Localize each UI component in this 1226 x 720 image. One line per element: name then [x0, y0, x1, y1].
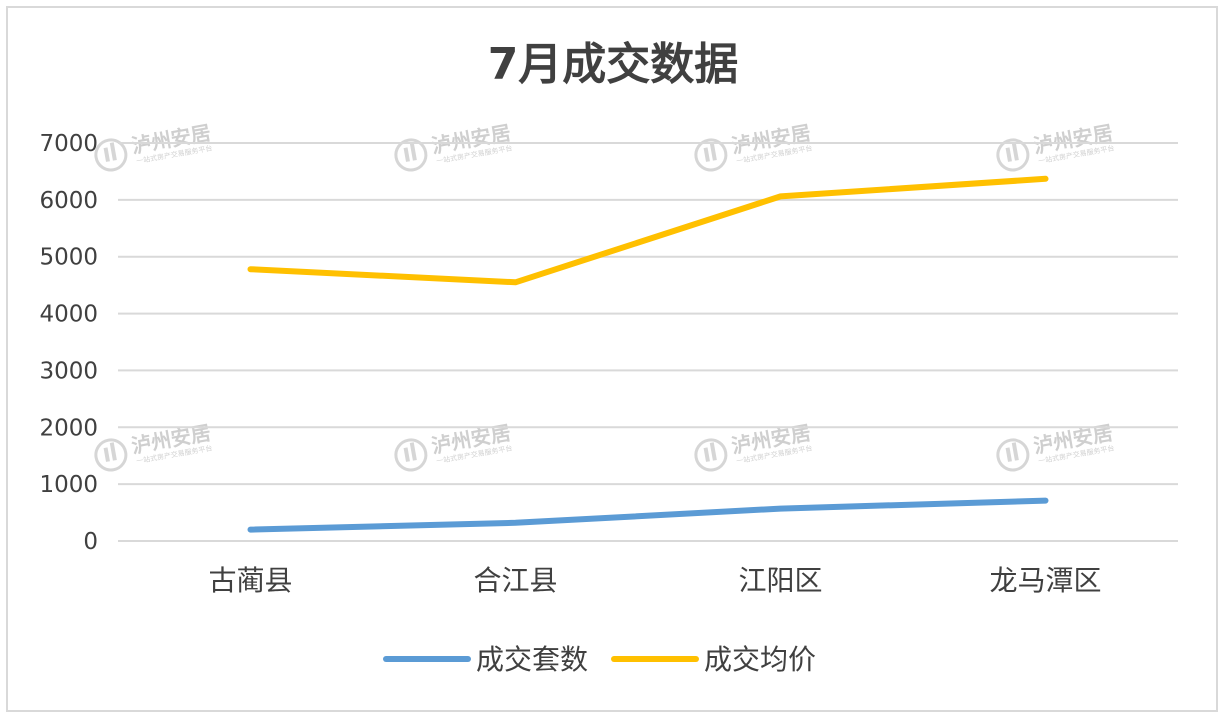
watermark-bar-icon — [403, 447, 410, 462]
watermark-bar-icon — [409, 442, 417, 461]
watermark-house-icon — [394, 138, 428, 172]
series-line — [247, 175, 1049, 286]
watermark-bar-icon — [703, 447, 710, 462]
y-tick-label: 6000 — [39, 188, 98, 214]
watermark-house-icon — [394, 438, 428, 472]
watermark-bar-icon — [1005, 147, 1012, 162]
data-point — [1045, 500, 1046, 502]
watermark-bar-icon — [109, 442, 117, 461]
x-tick-label: 江阳区 — [738, 564, 822, 597]
y-tick-label: 0 — [83, 529, 98, 555]
data-point — [1045, 178, 1046, 180]
y-tick-label: 4000 — [39, 302, 98, 328]
watermark-bar-icon — [1011, 142, 1019, 161]
series-line — [247, 497, 1049, 533]
y-tick-label: 5000 — [39, 245, 98, 271]
data-point — [780, 508, 781, 510]
watermark-house-icon — [694, 438, 728, 472]
watermark-house-icon — [94, 438, 128, 472]
watermark-bar-icon — [109, 142, 117, 161]
legend: 成交套数 成交均价 — [383, 643, 816, 676]
watermark-bar-icon — [709, 442, 717, 461]
data-point — [250, 268, 251, 270]
watermark-house-icon — [996, 438, 1030, 472]
y-tick-label: 7000 — [39, 131, 98, 157]
y-tick-label: 2000 — [39, 415, 98, 441]
chart-title: 7月成交数据 — [487, 39, 739, 90]
y-axis: 0 1000 2000 3000 4000 5000 6000 7000 — [39, 131, 98, 555]
x-tick-label: 龙马潭区 — [989, 564, 1101, 597]
watermark-bar-icon — [1011, 442, 1019, 461]
watermark-bar-icon — [409, 142, 417, 161]
data-point — [515, 522, 516, 524]
watermark-bar-icon — [103, 147, 110, 162]
y-tick-label: 1000 — [39, 472, 98, 498]
chart-frame — [6, 6, 1218, 712]
watermark-bar-icon — [403, 147, 410, 162]
y-tick-label: 3000 — [39, 358, 98, 384]
legend-label: 成交套数 — [476, 643, 588, 676]
x-axis: 古蔺县 合江县 江阳区 龙马潭区 — [208, 564, 1101, 597]
watermark-house-icon — [694, 138, 728, 172]
watermark-house-icon — [996, 138, 1030, 172]
data-point — [780, 195, 781, 197]
series-layer — [247, 175, 1049, 533]
watermark-bar-icon — [709, 142, 717, 161]
watermark-bar-icon — [703, 147, 710, 162]
data-point — [250, 529, 251, 531]
x-tick-label: 古蔺县 — [208, 564, 292, 597]
watermark-bar-icon — [103, 447, 110, 462]
gridlines — [118, 142, 1178, 542]
data-point — [515, 281, 516, 283]
watermark-house-icon — [94, 138, 128, 172]
legend-label: 成交均价 — [704, 643, 816, 676]
watermark-bar-icon — [1005, 447, 1012, 462]
x-tick-label: 合江县 — [473, 564, 557, 597]
